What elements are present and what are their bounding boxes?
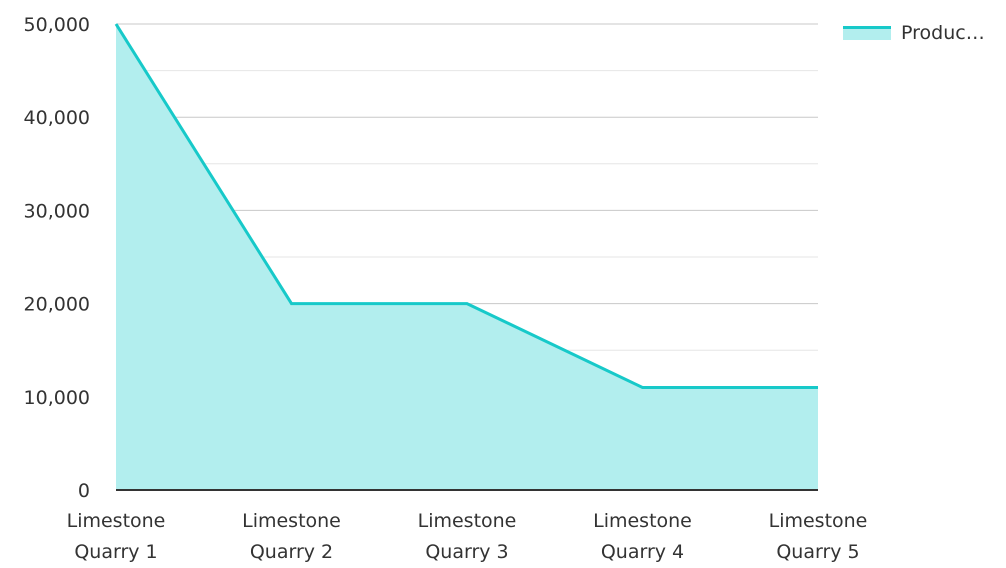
x-tick-label-line: Quarry 3: [425, 541, 508, 563]
x-tick-label-line: Quarry 5: [776, 541, 859, 563]
x-tick-label: Limestone Quarry 4: [593, 510, 692, 563]
x-tick-label-line: Limestone: [418, 510, 517, 532]
x-tick-label-line: Limestone: [67, 510, 166, 532]
x-tick-label: Limestone Quarry 1: [67, 510, 166, 563]
x-tick-label-line: Quarry 1: [74, 541, 157, 563]
x-tick-label-line: Limestone: [242, 510, 341, 532]
legend-swatch-line: [843, 26, 891, 29]
legend-label: Produc…: [901, 22, 985, 44]
y-tick-label: 30,000: [24, 200, 90, 222]
x-tick-label-line: Limestone: [769, 510, 868, 532]
y-tick-label: 50,000: [24, 14, 90, 36]
x-tick-label: Limestone Quarry 3: [418, 510, 517, 563]
legend[interactable]: Produc…: [843, 22, 985, 44]
y-tick-label: 0: [78, 480, 90, 502]
y-tick-label: 40,000: [24, 107, 90, 129]
legend-swatch: [843, 26, 891, 40]
y-tick-label: 20,000: [24, 294, 90, 316]
y-tick-label: 10,000: [24, 387, 90, 409]
x-tick-label-line: Quarry 4: [601, 541, 684, 563]
x-tick-label: Limestone Quarry 2: [242, 510, 341, 563]
x-tick-label-line: Limestone: [593, 510, 692, 532]
x-tick-label: Limestone Quarry 5: [769, 510, 868, 563]
x-tick-label-line: Quarry 2: [250, 541, 333, 563]
